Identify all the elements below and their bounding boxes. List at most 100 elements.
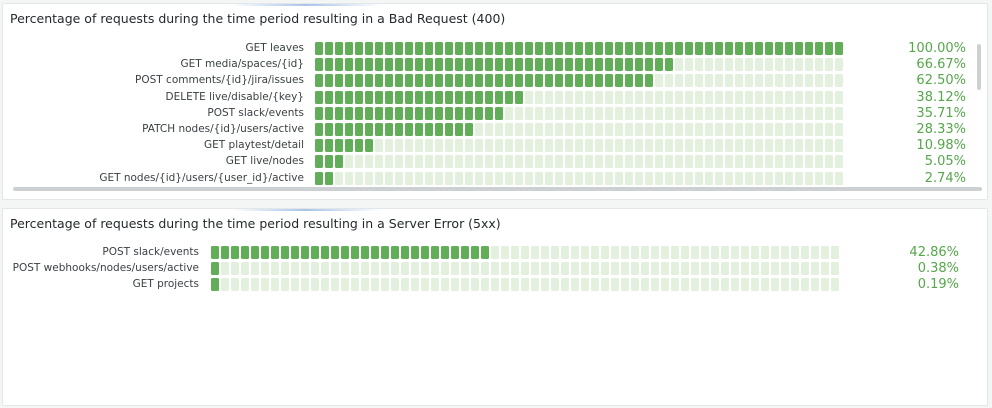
bar-gauge[interactable] (211, 262, 841, 275)
bar-cell-filled (675, 42, 683, 55)
panel-title[interactable]: Percentage of requests during the time p… (10, 216, 501, 231)
bar-cell-filled (435, 58, 443, 72)
bar-cell-empty (641, 278, 649, 291)
bar-cell-empty (675, 171, 683, 185)
bar-cell-empty (501, 262, 509, 275)
bar-cell-empty (511, 262, 519, 275)
bar-cell-empty (791, 262, 799, 275)
bar-cell-filled (451, 246, 459, 259)
bar-cell-empty (661, 278, 669, 291)
bar-cell-empty (735, 123, 743, 136)
bar-cell-empty (561, 262, 569, 275)
bar-cell-filled (785, 42, 793, 55)
bar-cell-empty (645, 155, 653, 169)
bar-gauge[interactable] (315, 42, 845, 55)
bar-cell-empty (631, 262, 639, 275)
bar-cell-empty (465, 139, 473, 153)
bar-cell-empty (751, 262, 759, 275)
bar-cell-empty (465, 171, 473, 185)
bar-cell-empty (355, 171, 363, 185)
bar-cell-empty (491, 246, 499, 259)
bar-cell-empty (375, 139, 383, 153)
bar-cell-empty (515, 155, 523, 169)
bar-cell-empty (775, 74, 783, 88)
bar-cell-empty (685, 171, 693, 185)
bar-cell-empty (771, 246, 779, 259)
bar-cell-empty (451, 278, 459, 291)
bar-cell-empty (765, 123, 773, 136)
bar-cell-empty (455, 139, 463, 153)
bar-cell-empty (775, 106, 783, 120)
bar-cell-empty (485, 139, 493, 153)
bar-cell-empty (405, 139, 413, 153)
horizontal-scrollbar[interactable] (13, 187, 982, 191)
bar-cell-empty (755, 106, 763, 120)
bar-gauge[interactable] (315, 58, 845, 72)
row-value: 2.74% (924, 170, 966, 186)
bar-gauge[interactable] (315, 106, 845, 120)
bar-cell-filled (271, 246, 279, 259)
bar-cell-empty (521, 262, 529, 275)
bar-cell-empty (675, 139, 683, 153)
bar-cell-empty (741, 278, 749, 291)
bar-cell-empty (585, 123, 593, 136)
bar-gauge[interactable] (211, 278, 841, 291)
bar-cell-empty (615, 155, 623, 169)
bar-cell-filled (315, 106, 323, 120)
bar-cell-empty (311, 262, 319, 275)
bar-cell-empty (835, 106, 843, 120)
bar-cell-empty (445, 171, 453, 185)
bar-cell-empty (621, 262, 629, 275)
bar-cell-empty (685, 74, 693, 88)
bar-cell-empty (381, 262, 389, 275)
bar-cell-filled (261, 246, 269, 259)
bar-cell-empty (795, 58, 803, 72)
bar-cell-empty (365, 155, 373, 169)
bar-cell-empty (251, 278, 259, 291)
bar-cell-filled (365, 139, 373, 153)
bar-cell-filled (325, 106, 333, 120)
bar-cell-empty (395, 171, 403, 185)
bar-cell-empty (541, 246, 549, 259)
bar-cell-empty (705, 106, 713, 120)
bar-cell-empty (431, 278, 439, 291)
bar-cell-empty (665, 155, 673, 169)
bar-gauge[interactable] (315, 123, 845, 136)
bar-cell-empty (715, 123, 723, 136)
bar-cell-empty (525, 123, 533, 136)
bar-cell-empty (761, 246, 769, 259)
bar-cell-empty (665, 139, 673, 153)
bar-cell-filled (585, 42, 593, 55)
bar-gauge[interactable] (315, 74, 845, 88)
row-label: POST comments/{id}/jira/issues (135, 74, 304, 87)
bar-cell-empty (735, 90, 743, 104)
bar-cell-empty (551, 278, 559, 291)
bar-cell-empty (721, 278, 729, 291)
bar-gauge[interactable] (315, 90, 845, 104)
bar-gauge[interactable] (211, 246, 841, 259)
bar-cell-empty (395, 139, 403, 153)
bar-cell-empty (801, 278, 809, 291)
bar-cell-empty (835, 58, 843, 72)
bar-cell-filled (445, 58, 453, 72)
row-value: 10.98% (916, 138, 966, 154)
bar-cell-empty (525, 106, 533, 120)
bar-gauge[interactable] (315, 171, 845, 185)
bar-cell-filled (445, 74, 453, 88)
bar-cell-empty (271, 278, 279, 291)
bar-cell-empty (501, 278, 509, 291)
bar-cell-empty (611, 262, 619, 275)
bar-gauge[interactable] (315, 139, 845, 153)
bar-gauge[interactable] (315, 155, 845, 169)
bar-cell-filled (211, 262, 219, 275)
bar-cell-filled (325, 42, 333, 55)
bar-cell-empty (831, 278, 839, 291)
bar-cell-empty (605, 106, 613, 120)
bar-cell-empty (455, 155, 463, 169)
bar-cell-empty (485, 155, 493, 169)
bar-cell-empty (805, 155, 813, 169)
vertical-scrollbar[interactable] (977, 44, 981, 90)
bar-gauge-row: GET live/nodes 5.05% (3, 154, 987, 170)
panel-title[interactable]: Percentage of requests during the time p… (10, 11, 506, 26)
bar-cell-filled (535, 74, 543, 88)
